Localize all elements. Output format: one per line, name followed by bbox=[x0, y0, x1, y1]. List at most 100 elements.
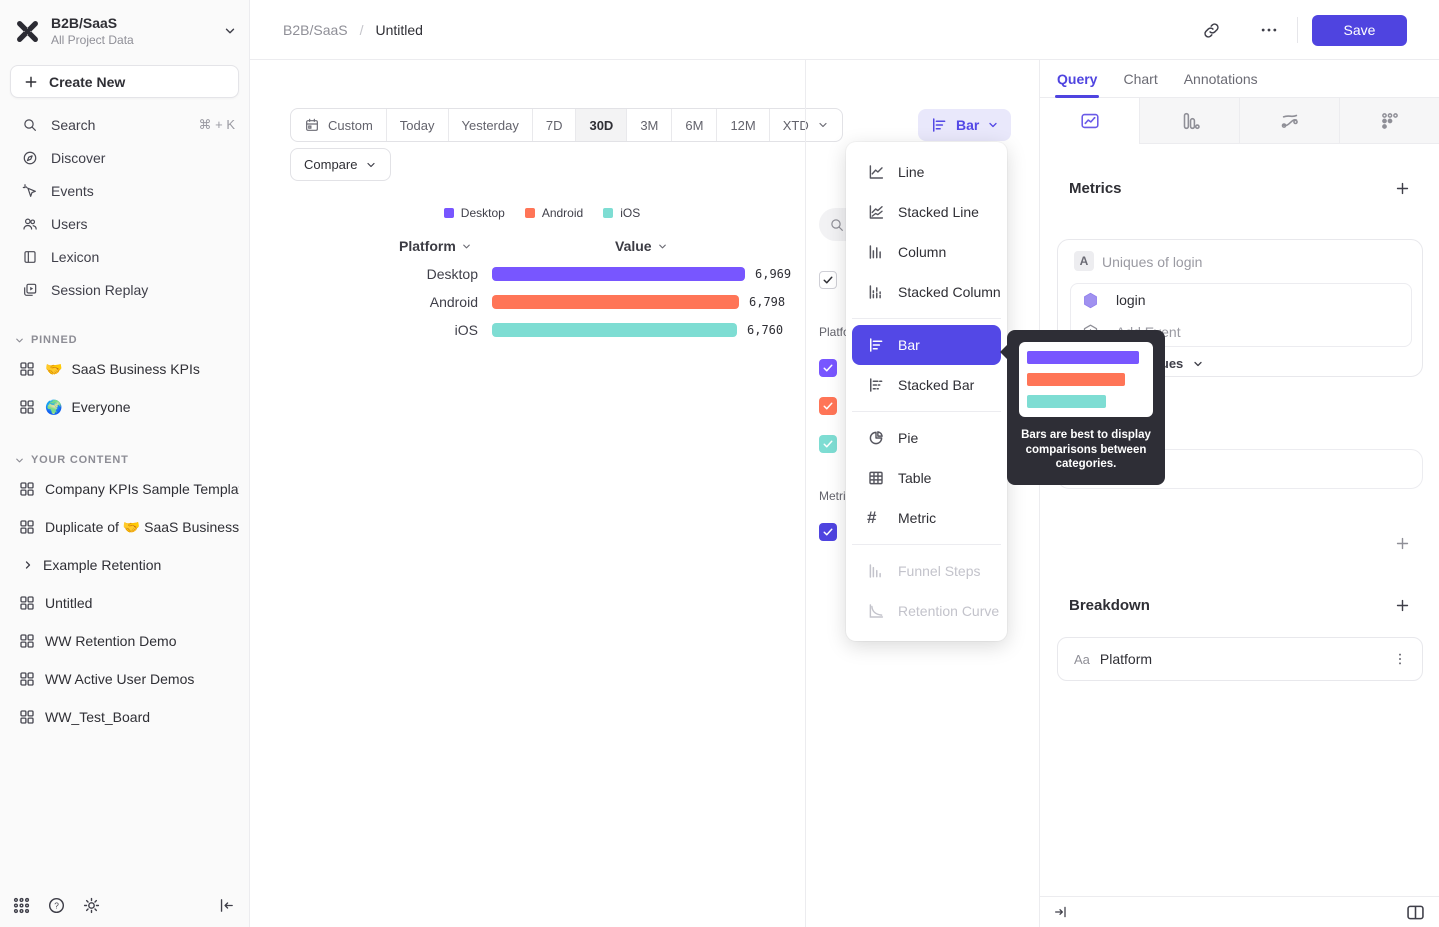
tab-funnels[interactable] bbox=[1139, 98, 1239, 144]
chart-type-button[interactable]: Bar bbox=[918, 109, 1012, 141]
sidebar-board-duplicate-saas[interactable]: Duplicate of 🤝 SaaS Business bbox=[0, 508, 249, 546]
tab-chart[interactable]: Chart bbox=[1123, 70, 1158, 87]
sidebar-board-saas-kpis[interactable]: 🤝 SaaS Business KPIs bbox=[0, 350, 249, 388]
sidebar: B2B/SaaS All Project Data Create New Sea… bbox=[0, 0, 250, 927]
chart-row-ios: iOS 6,760 bbox=[308, 322, 783, 338]
column-header-platform[interactable]: Platform bbox=[399, 238, 472, 254]
sidebar-item-users[interactable]: Users bbox=[0, 207, 249, 240]
menu-item-label: Column bbox=[898, 244, 947, 260]
menu-item-table[interactable]: Table bbox=[852, 458, 1001, 498]
bar-android[interactable] bbox=[492, 295, 739, 309]
sidebar-board-company-kpis[interactable]: Company KPIs Sample Templat bbox=[0, 470, 249, 508]
bar-desktop[interactable] bbox=[492, 267, 745, 281]
breadcrumb-report-title[interactable]: Untitled bbox=[375, 21, 423, 38]
sidebar-board-everyone[interactable]: 🌍 Everyone bbox=[0, 388, 249, 426]
save-button[interactable]: Save bbox=[1312, 14, 1407, 46]
apps-grid-icon[interactable] bbox=[12, 896, 31, 915]
tab-annotations[interactable]: Annotations bbox=[1183, 70, 1258, 87]
date-range-label: Yesterday bbox=[461, 117, 519, 133]
board-icon bbox=[18, 708, 36, 726]
legend-item-desktop[interactable]: Desktop bbox=[443, 206, 505, 220]
menu-item-stacked-bar[interactable]: Stacked Bar bbox=[852, 365, 1001, 405]
sidebar-item-session-replay[interactable]: Session Replay bbox=[0, 273, 249, 306]
menu-item-pie[interactable]: Pie bbox=[852, 418, 1001, 458]
sidebar-folder-example-retention[interactable]: Example Retention bbox=[0, 546, 249, 584]
board-label: Company KPIs Sample Templat bbox=[45, 481, 239, 497]
menu-item-column[interactable]: Column bbox=[852, 232, 1001, 272]
copy-link-icon[interactable] bbox=[1202, 21, 1221, 40]
date-range-custom[interactable]: Custom bbox=[291, 109, 387, 141]
collapse-sidebar-icon[interactable] bbox=[218, 897, 235, 914]
tab-retention[interactable] bbox=[1339, 98, 1439, 144]
breakdown-section-title: Breakdown bbox=[1069, 597, 1150, 614]
sidebar-board-ww-active-user-demos[interactable]: WW Active User Demos bbox=[0, 660, 249, 698]
funnels-icon bbox=[1183, 112, 1200, 129]
menu-item-bar[interactable]: Bar bbox=[852, 325, 1001, 365]
compare-button[interactable]: Compare bbox=[290, 148, 392, 181]
add-filter-button[interactable] bbox=[1394, 535, 1411, 552]
help-icon[interactable]: ? bbox=[47, 896, 66, 915]
tab-insights[interactable] bbox=[1040, 98, 1139, 144]
sidebar-item-search[interactable]: Search ⌘ + K bbox=[0, 108, 249, 141]
segment-checkbox-android[interactable] bbox=[819, 397, 837, 415]
date-range-xtd[interactable]: XTD bbox=[770, 109, 842, 141]
tab-query[interactable]: Query bbox=[1054, 60, 1100, 98]
query-panel-footer bbox=[1040, 896, 1439, 927]
board-label: Untitled bbox=[45, 595, 93, 611]
segment-checkbox-ios[interactable] bbox=[819, 435, 837, 453]
breadcrumb-project[interactable]: B2B/SaaS bbox=[283, 21, 348, 38]
settings-gear-icon[interactable] bbox=[82, 896, 101, 915]
select-all-checkbox[interactable] bbox=[819, 271, 837, 289]
menu-item-label: Line bbox=[898, 164, 925, 180]
segment-checkbox-metric-a[interactable] bbox=[819, 523, 837, 541]
legend-item-ios[interactable]: iOS bbox=[603, 206, 640, 220]
tab-flows[interactable] bbox=[1239, 98, 1339, 144]
date-range-yesterday[interactable]: Yesterday bbox=[449, 109, 533, 141]
property-type-badge: Aa bbox=[1074, 651, 1090, 667]
date-range-today[interactable]: Today bbox=[387, 109, 449, 141]
your-content-section-header[interactable]: YOUR CONTENT bbox=[0, 450, 249, 470]
date-range-7d[interactable]: 7D bbox=[533, 109, 577, 141]
more-options-icon[interactable] bbox=[1259, 20, 1279, 40]
date-range-3m[interactable]: 3M bbox=[627, 109, 673, 141]
check-icon bbox=[823, 440, 833, 448]
menu-item-line[interactable]: Line bbox=[852, 152, 1001, 192]
menu-item-stacked-line[interactable]: Stacked Line bbox=[852, 192, 1001, 232]
split-view-icon[interactable] bbox=[1405, 902, 1426, 923]
add-breakdown-button[interactable] bbox=[1394, 597, 1411, 614]
date-range-12m[interactable]: 12M bbox=[717, 109, 770, 141]
sidebar-item-lexicon[interactable]: Lexicon bbox=[0, 240, 249, 273]
sidebar-board-untitled[interactable]: Untitled bbox=[0, 584, 249, 622]
add-metric-button[interactable] bbox=[1394, 180, 1411, 197]
project-switcher[interactable]: B2B/SaaS All Project Data bbox=[0, 0, 249, 57]
retention-icon bbox=[1381, 112, 1398, 129]
create-new-button[interactable]: Create New bbox=[10, 65, 239, 98]
board-icon bbox=[18, 480, 36, 498]
actions-divider bbox=[1297, 17, 1298, 43]
date-range-30d[interactable]: 30D bbox=[576, 109, 628, 141]
sidebar-board-ww-test-board[interactable]: WW_Test_Board bbox=[0, 698, 249, 736]
search-icon bbox=[831, 218, 843, 231]
date-range-6m[interactable]: 6M bbox=[672, 109, 718, 141]
legend-item-android[interactable]: Android bbox=[524, 206, 583, 220]
sidebar-item-events[interactable]: Events bbox=[0, 174, 249, 207]
menu-item-label: Retention Curve bbox=[898, 603, 1000, 619]
column-header-value[interactable]: Value bbox=[615, 238, 668, 254]
breakdown-card-platform[interactable]: Aa Platform bbox=[1057, 637, 1423, 681]
date-range-label: 30D bbox=[589, 117, 614, 133]
compass-icon bbox=[22, 150, 38, 166]
pinned-section-header[interactable]: PINNED bbox=[0, 330, 249, 350]
bar-ios[interactable] bbox=[492, 323, 737, 337]
sidebar-board-ww-retention-demo[interactable]: WW Retention Demo bbox=[0, 622, 249, 660]
breakdown-options-kebab-icon[interactable] bbox=[1392, 651, 1408, 667]
sort-chevron-icon bbox=[462, 244, 470, 248]
segment-checkbox-desktop[interactable] bbox=[819, 359, 837, 377]
menu-item-stacked-column[interactable]: Stacked Column bbox=[852, 272, 1001, 312]
collapse-panel-right-icon[interactable] bbox=[1053, 904, 1069, 920]
metric-name: Uniques of login bbox=[1102, 254, 1203, 270]
tooltip-bar-orange bbox=[1027, 373, 1125, 386]
menu-item-metric[interactable]: # Metric bbox=[852, 498, 1001, 538]
sidebar-item-discover[interactable]: Discover bbox=[0, 141, 249, 174]
project-subtitle: All Project Data bbox=[51, 33, 134, 47]
event-row-login[interactable]: login bbox=[1071, 284, 1411, 316]
